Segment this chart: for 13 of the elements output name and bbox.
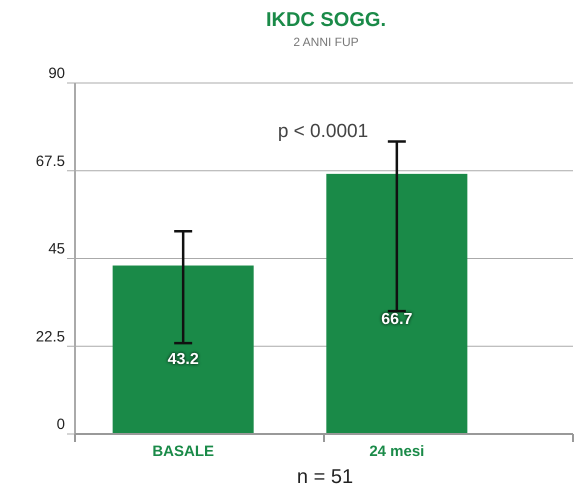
chart-subtitle: 2 ANNI FUP xyxy=(293,35,359,49)
chart-title: IKDC SOGG. xyxy=(266,9,386,31)
y-tick-label: 45 xyxy=(48,240,65,258)
y-tick-label: 0 xyxy=(56,416,65,433)
y-tick-label: 22.5 xyxy=(36,328,65,346)
y-tick-label: 67.5 xyxy=(36,152,65,170)
x-tick-label: 24 mesi xyxy=(369,443,424,460)
x-tick-label: BASALE xyxy=(152,443,214,460)
y-tick-label: 90 xyxy=(48,65,65,82)
x-axis-title: n = 51 xyxy=(296,466,354,488)
data-label: 43.2 xyxy=(168,351,199,368)
data-label: 66.7 xyxy=(381,310,413,328)
annotation: p < 0.0001 xyxy=(278,121,368,142)
